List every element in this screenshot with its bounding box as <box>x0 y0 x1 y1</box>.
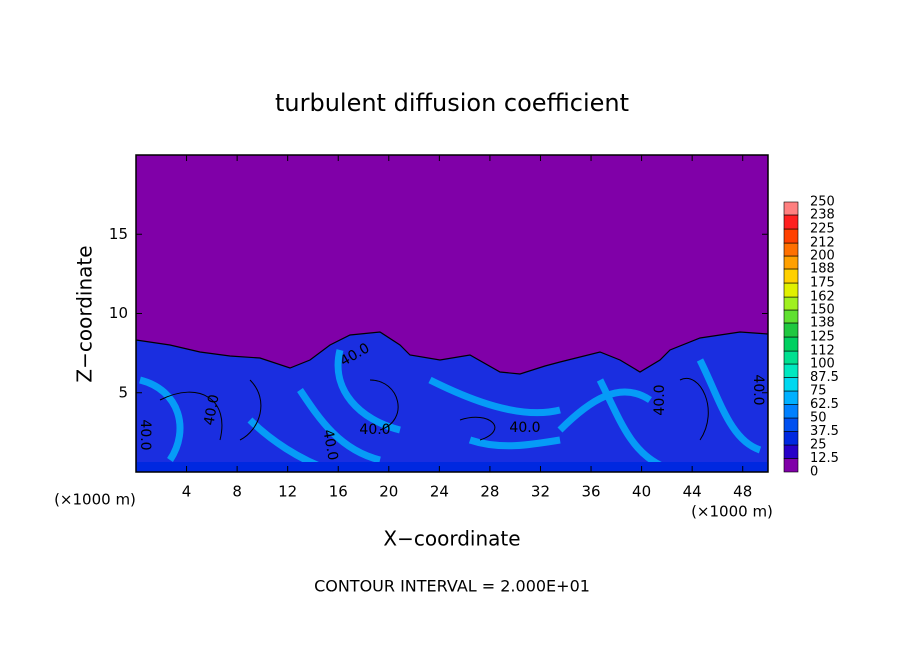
colorbar-label: 75 <box>810 384 827 399</box>
x-unit-label: (×1000 m) <box>691 503 773 521</box>
colorbar-bin <box>783 242 799 257</box>
colorbar-bin <box>783 268 799 284</box>
y-axis-title: Z−coordinate <box>73 245 97 382</box>
colorbar-bin <box>783 282 799 298</box>
colorbar-label: 37.5 <box>810 424 839 439</box>
colorbar-label: 162 <box>810 290 835 305</box>
x-tick-label: 32 <box>531 483 550 501</box>
field-turbulent-region <box>136 331 768 472</box>
colorbar-bin <box>783 255 799 270</box>
y-tick-label: 5 <box>118 383 128 401</box>
colorbar-bin <box>783 417 799 432</box>
colorbar-label: 238 <box>810 207 835 222</box>
colorbar-bin <box>783 296 799 311</box>
colorbar-bin <box>783 336 799 352</box>
colorbar-label: 125 <box>810 330 835 345</box>
y-tick-label: 15 <box>109 225 128 243</box>
footer-note: CONTOUR INTERVAL = 2.000E+01 <box>314 577 590 596</box>
field-high-values <box>138 349 762 472</box>
chart-title: turbulent diffusion coefficient <box>275 89 629 117</box>
x-tick-label: 24 <box>430 483 449 501</box>
colorbar-label: 225 <box>810 222 835 237</box>
colorbar-label: 0 <box>810 465 818 480</box>
contour-label: 40.0 <box>137 419 153 450</box>
x-tick-label: 44 <box>683 483 702 501</box>
colorbar-bin <box>783 201 799 216</box>
colorbar-bin <box>783 444 799 459</box>
colorbar-label: 87.5 <box>810 370 839 385</box>
x-tick-label: 16 <box>329 483 348 501</box>
colorbar-label: 200 <box>810 249 835 264</box>
colorbar-bin <box>783 228 799 244</box>
x-tick-label: 48 <box>733 483 752 501</box>
colorbar-bin <box>783 458 799 473</box>
x-tick-label: 28 <box>480 483 499 501</box>
contour-label: 40.0 <box>201 393 222 426</box>
x-axis-title: X−coordinate <box>383 527 520 551</box>
colorbar-label: 175 <box>810 276 835 291</box>
field <box>136 155 768 472</box>
x-unit-label: (×1000 m) <box>54 491 136 509</box>
colorbar-label: 100 <box>810 357 835 372</box>
x-tick-label: 20 <box>379 483 398 501</box>
field-contour <box>159 377 709 441</box>
x-tick-label: 8 <box>232 483 242 501</box>
colorbar-bin <box>783 350 799 365</box>
colorbar-label: 212 <box>810 236 835 251</box>
y-tick-label: 10 <box>109 304 128 322</box>
colorbar-bin <box>783 390 799 405</box>
colorbar-bin <box>783 214 799 230</box>
contour-label: 40.0 <box>652 384 668 415</box>
x-tick-label: 36 <box>581 483 600 501</box>
contour-label: 40.0 <box>319 428 340 461</box>
colorbar-label: 250 <box>810 195 835 210</box>
colorbar-label: 150 <box>810 303 835 318</box>
colorbar-label: 188 <box>810 261 835 276</box>
contour-label: 40.0 <box>359 422 390 438</box>
colorbar-bin <box>783 404 799 419</box>
colorbar-bin <box>783 322 799 338</box>
colorbar-label: 112 <box>810 344 835 359</box>
colorbar-label: 138 <box>810 315 835 330</box>
colorbar-label: 12.5 <box>810 451 839 466</box>
contour-label: 40.0 <box>509 420 540 436</box>
field-surface <box>136 462 768 472</box>
contour-label: 40.0 <box>750 374 766 405</box>
colorbar-label: 25 <box>810 438 827 453</box>
colorbar-label: 50 <box>810 411 827 426</box>
colorbar-bin <box>783 377 799 392</box>
colorbar-bin <box>783 431 799 446</box>
colorbar-label: 62.5 <box>810 397 839 412</box>
colorbar-bin <box>783 363 799 378</box>
colorbar-bin <box>783 309 799 324</box>
x-tick-label: 40 <box>632 483 651 501</box>
x-tick-label: 12 <box>278 483 297 501</box>
x-tick-label: 4 <box>182 483 192 501</box>
